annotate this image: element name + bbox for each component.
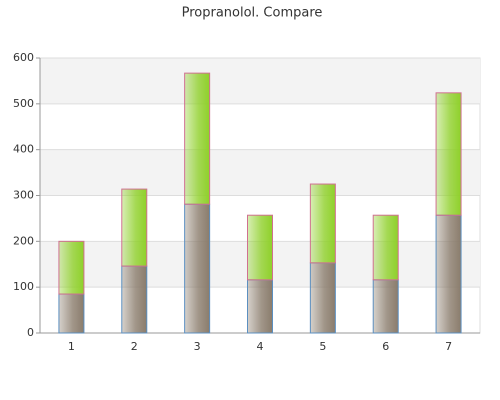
y-tick-label: 300	[13, 189, 34, 202]
bar-segment	[58, 240, 85, 295]
x-tick-label: 6	[382, 340, 389, 353]
x-tick-label: 3	[194, 340, 201, 353]
bar-segment	[309, 262, 336, 334]
grid-band	[40, 149, 480, 196]
y-tick-label: 500	[13, 97, 34, 110]
x-tick-label: 5	[319, 340, 326, 353]
x-tick-label: 2	[131, 340, 138, 353]
x-tick-label: 4	[257, 340, 264, 353]
y-tick-label: 100	[13, 280, 34, 293]
bar-segment	[372, 279, 399, 334]
grid-band	[40, 58, 480, 104]
y-tick-label: 400	[13, 143, 34, 156]
x-tick-label: 7	[445, 340, 452, 353]
bar-segment	[184, 72, 211, 205]
bar-segment	[121, 265, 148, 334]
bar-segment	[121, 188, 148, 267]
x-tick-label: 1	[68, 340, 75, 353]
chart-title: Propranolol. Compare	[182, 6, 323, 21]
bar-segment	[58, 293, 85, 334]
bar-segment	[372, 214, 399, 281]
bar-segment	[247, 214, 273, 281]
bar-segment	[435, 92, 462, 216]
bar-segment	[309, 183, 336, 264]
y-tick-label: 600	[13, 51, 34, 64]
y-tick-label: 0	[27, 326, 34, 339]
bar-segment	[247, 279, 273, 334]
bar-segment	[435, 214, 462, 334]
y-tick-label: 200	[13, 234, 34, 247]
bar-segment	[184, 203, 211, 334]
